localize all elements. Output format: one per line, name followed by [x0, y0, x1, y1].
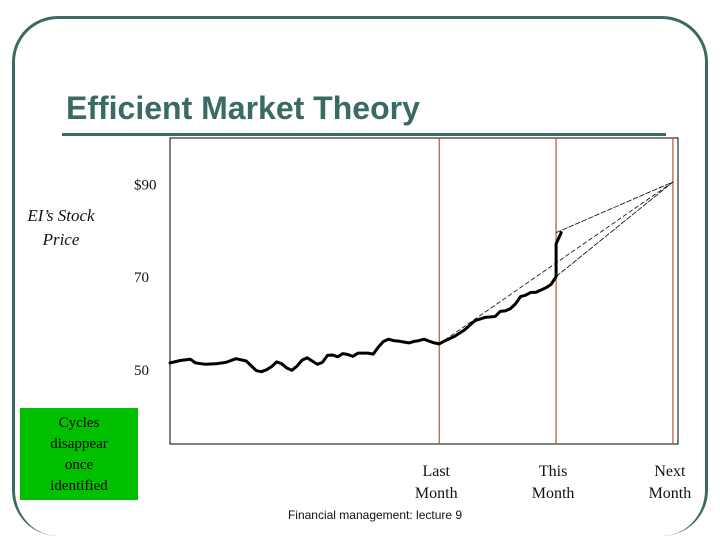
y-axis-label-line-2: Price: [42, 230, 80, 249]
note-line-2: disappear: [50, 436, 108, 452]
y-tick-label-1: 70: [134, 270, 149, 286]
month-markers: Last Month This Month Next Month: [415, 138, 691, 502]
slide-footer: Financial management: lecture 9: [287, 508, 463, 522]
title-underline: [62, 133, 666, 136]
slide-title: Efficient Market Theory: [66, 90, 420, 126]
stock-price-line: [168, 231, 563, 374]
month-label-1-line-0: This: [539, 463, 567, 480]
y-tick-label-2: 50: [134, 363, 149, 379]
note-line-1: Cycles: [58, 415, 100, 431]
projection-line-1: [438, 181, 674, 345]
cycles-note-box: Cycles disappear once identified: [20, 408, 138, 500]
y-axis-label-line-1: EI’s Stock: [27, 206, 95, 225]
chart-series: [168, 181, 674, 374]
y-tick-label-0: $90: [134, 177, 157, 193]
projection-line-3: [555, 181, 674, 234]
month-label-2-line-0: Next: [654, 463, 686, 480]
plot-area-border: [169, 137, 679, 445]
month-label-0-line-1: Month: [415, 485, 458, 502]
month-label-1-line-1: Month: [532, 485, 575, 502]
month-label-0-line-0: Last: [422, 463, 450, 480]
note-line-4: identified: [50, 478, 108, 494]
month-label-2-line-1: Month: [649, 485, 692, 502]
y-tick-labels: $90 70 50: [134, 177, 157, 378]
y-axis-label: EI’s Stock Price: [14, 204, 108, 252]
slide-frame: [12, 16, 708, 536]
projection-line-2: [555, 181, 674, 278]
note-line-3: once: [64, 457, 94, 473]
